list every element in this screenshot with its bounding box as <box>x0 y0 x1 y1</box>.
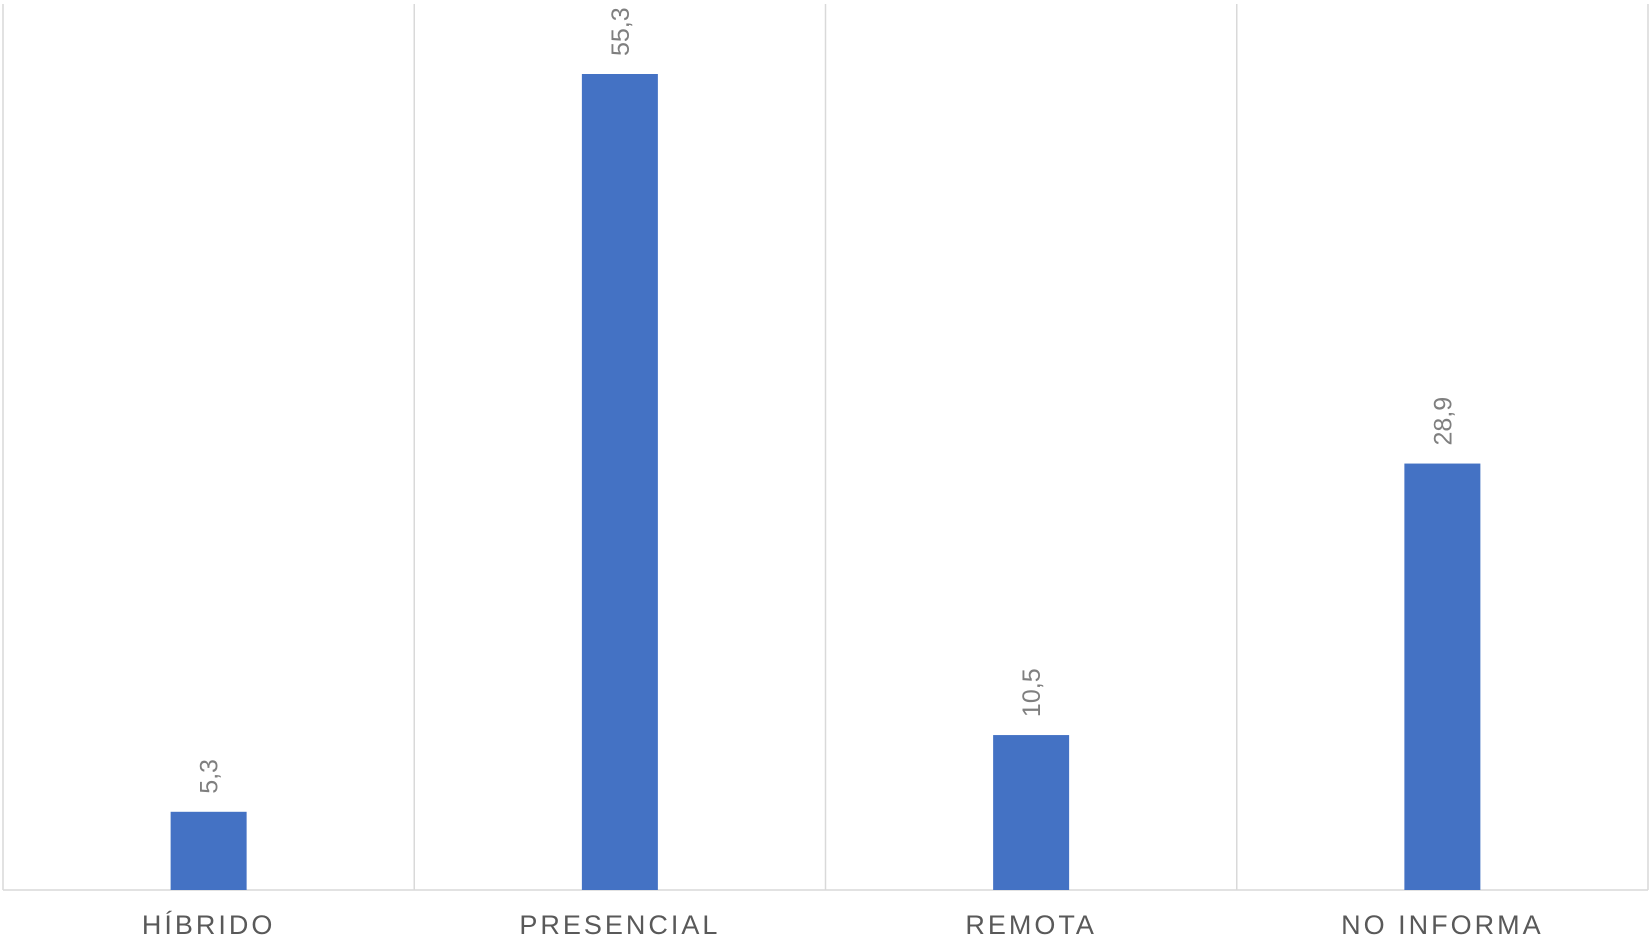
bar-2 <box>993 735 1069 890</box>
category-label-3: NO INFORMA <box>1341 910 1544 940</box>
bar-0 <box>171 812 247 890</box>
data-labels: 5,3 55,3 10,5 28,9 <box>196 7 1458 793</box>
gridlines <box>3 4 1648 890</box>
category-label-0: HÍBRIDO <box>142 910 276 940</box>
category-axis-labels: HÍBRIDO PRESENCIAL REMOTA NO INFORMA <box>142 910 1544 940</box>
data-label-2: 10,5 <box>1018 668 1046 717</box>
data-label-1: 55,3 <box>607 7 635 56</box>
data-label-3: 28,9 <box>1429 397 1457 446</box>
bar-3 <box>1404 464 1480 890</box>
category-label-1: PRESENCIAL <box>519 910 720 940</box>
bar-1 <box>582 74 658 890</box>
data-label-0: 5,3 <box>196 759 224 794</box>
category-label-2: REMOTA <box>965 910 1097 940</box>
